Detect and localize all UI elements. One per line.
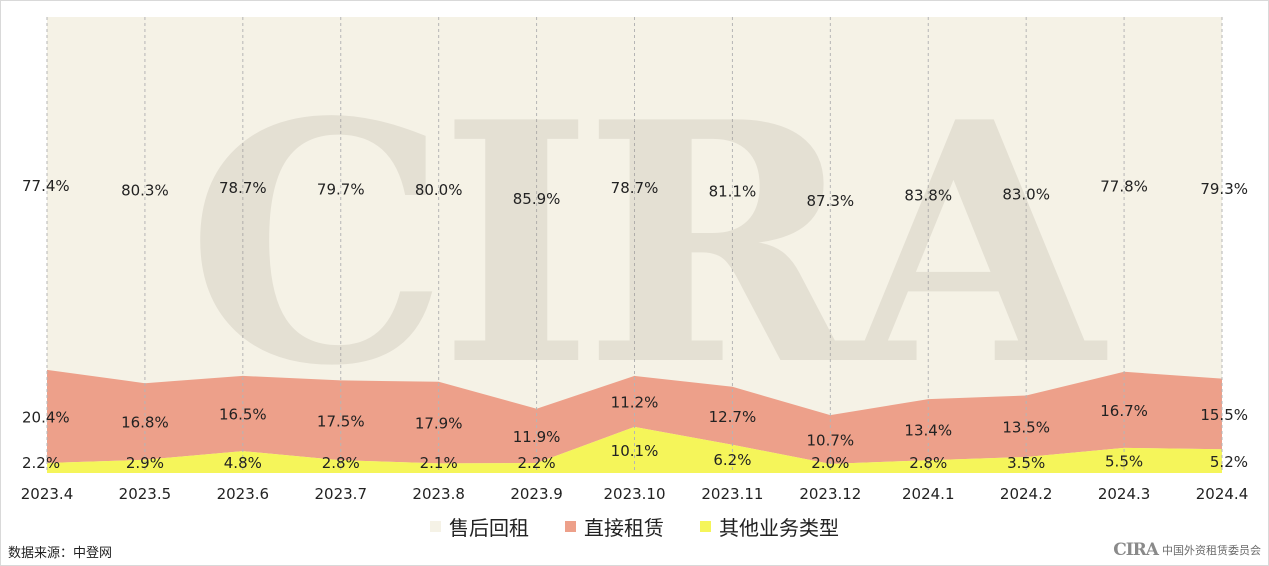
x-axis: 2023.4 2023.5 2023.6 2023.7 2023.8 2023.9 2023… bbox=[21, 485, 1249, 503]
data-label-direct-lease: 15.5% bbox=[1200, 406, 1248, 424]
data-label-other-business: 2.2% bbox=[518, 454, 556, 472]
data-label-aftersale-leaseback: 79.7% bbox=[317, 181, 365, 199]
data-label-direct-lease: 13.4% bbox=[904, 422, 952, 440]
legend-swatch-aftersale-leaseback bbox=[430, 521, 441, 532]
data-label-other-business: 2.2% bbox=[22, 454, 60, 472]
data-label-other-business: 3.5% bbox=[1007, 454, 1045, 472]
legend-label-aftersale-leaseback: 售后回租 bbox=[449, 516, 529, 540]
x-tick-label: 2023.5 bbox=[119, 485, 172, 503]
data-label-direct-lease: 16.8% bbox=[121, 413, 169, 431]
legend-item-other-business: 其他业务类型 bbox=[700, 512, 839, 541]
data-label-aftersale-leaseback: 78.7% bbox=[611, 179, 659, 197]
data-label-direct-lease: 10.7% bbox=[807, 431, 855, 449]
x-tick-label: 2023.10 bbox=[603, 485, 665, 503]
x-tick-label: 2024.1 bbox=[902, 485, 955, 503]
logo-text: 中国外资租赁委员会 bbox=[1162, 544, 1261, 557]
data-label-aftersale-leaseback: 79.3% bbox=[1200, 180, 1248, 198]
x-tick-label: 2024.3 bbox=[1098, 485, 1151, 503]
data-label-aftersale-leaseback: 87.3% bbox=[807, 192, 855, 210]
data-labels: 2.2% 20.4% 77.4% 2.9% 16.8% 80.3% 4.8% 16.5% 78.… bbox=[22, 177, 1248, 472]
data-label-direct-lease: 11.2% bbox=[611, 393, 659, 411]
x-tick-label: 2023.8 bbox=[412, 485, 465, 503]
x-tick-label: 2023.7 bbox=[315, 485, 368, 503]
legend-swatch-other-business bbox=[700, 521, 711, 532]
data-label-direct-lease: 12.7% bbox=[709, 408, 757, 426]
x-tick-label: 2023.11 bbox=[701, 485, 763, 503]
legend: 售后回租 直接租赁 其他业务类型 bbox=[0, 512, 1269, 541]
legend-swatch-direct-lease bbox=[565, 521, 576, 532]
data-label-other-business: 2.1% bbox=[420, 454, 458, 472]
data-label-other-business: 6.2% bbox=[713, 451, 751, 469]
data-label-direct-lease: 17.5% bbox=[317, 412, 365, 430]
data-label-aftersale-leaseback: 85.9% bbox=[513, 190, 561, 208]
data-label-direct-lease: 11.9% bbox=[513, 428, 561, 446]
data-label-direct-lease: 13.5% bbox=[1002, 418, 1050, 436]
data-label-other-business: 5.2% bbox=[1210, 453, 1248, 471]
data-label-direct-lease: 16.7% bbox=[1100, 402, 1148, 420]
x-tick-label: 2024.4 bbox=[1196, 485, 1249, 503]
data-label-other-business: 5.5% bbox=[1105, 452, 1143, 470]
x-tick-label: 2023.6 bbox=[217, 485, 270, 503]
legend-item-direct-lease: 直接租赁 bbox=[565, 512, 664, 541]
data-label-other-business: 2.9% bbox=[126, 454, 164, 472]
data-label-direct-lease: 20.4% bbox=[22, 408, 70, 426]
data-label-aftersale-leaseback: 83.8% bbox=[904, 187, 952, 205]
data-label-other-business: 2.8% bbox=[322, 454, 360, 472]
area-direct-lease bbox=[47, 369, 1222, 464]
x-tick-label: 2023.4 bbox=[21, 485, 74, 503]
data-label-direct-lease: 17.9% bbox=[415, 415, 463, 433]
legend-label-direct-lease: 直接租赁 bbox=[584, 516, 664, 540]
data-label-aftersale-leaseback: 81.1% bbox=[709, 183, 757, 201]
data-source-note: 数据来源：中登网 bbox=[8, 546, 113, 561]
vertical-gridlines bbox=[46, 17, 1223, 473]
x-tick-label: 2023.9 bbox=[510, 485, 563, 503]
data-label-aftersale-leaseback: 80.0% bbox=[415, 181, 463, 199]
data-label-aftersale-leaseback: 83.0% bbox=[1002, 186, 1050, 204]
legend-label-other-business: 其他业务类型 bbox=[719, 516, 839, 540]
data-label-other-business: 2.0% bbox=[811, 454, 849, 472]
data-label-direct-lease: 16.5% bbox=[219, 405, 267, 423]
legend-item-aftersale-leaseback: 售后回租 bbox=[430, 512, 529, 541]
data-label-aftersale-leaseback: 77.8% bbox=[1100, 178, 1148, 196]
data-label-other-business: 2.8% bbox=[909, 454, 947, 472]
data-label-other-business: 4.8% bbox=[224, 454, 262, 472]
cira-logo: CIRA 中国外资租赁委员会 bbox=[1113, 540, 1261, 560]
x-tick-label: 2023.12 bbox=[799, 485, 861, 503]
data-label-aftersale-leaseback: 80.3% bbox=[121, 181, 169, 199]
watermark: CIRA bbox=[186, 50, 1110, 438]
data-label-aftersale-leaseback: 78.7% bbox=[219, 179, 267, 197]
data-label-other-business: 10.1% bbox=[611, 442, 659, 460]
x-tick-label: 2024.2 bbox=[1000, 485, 1053, 503]
logo-mark: CIRA bbox=[1113, 540, 1159, 560]
data-label-aftersale-leaseback: 77.4% bbox=[22, 177, 70, 195]
